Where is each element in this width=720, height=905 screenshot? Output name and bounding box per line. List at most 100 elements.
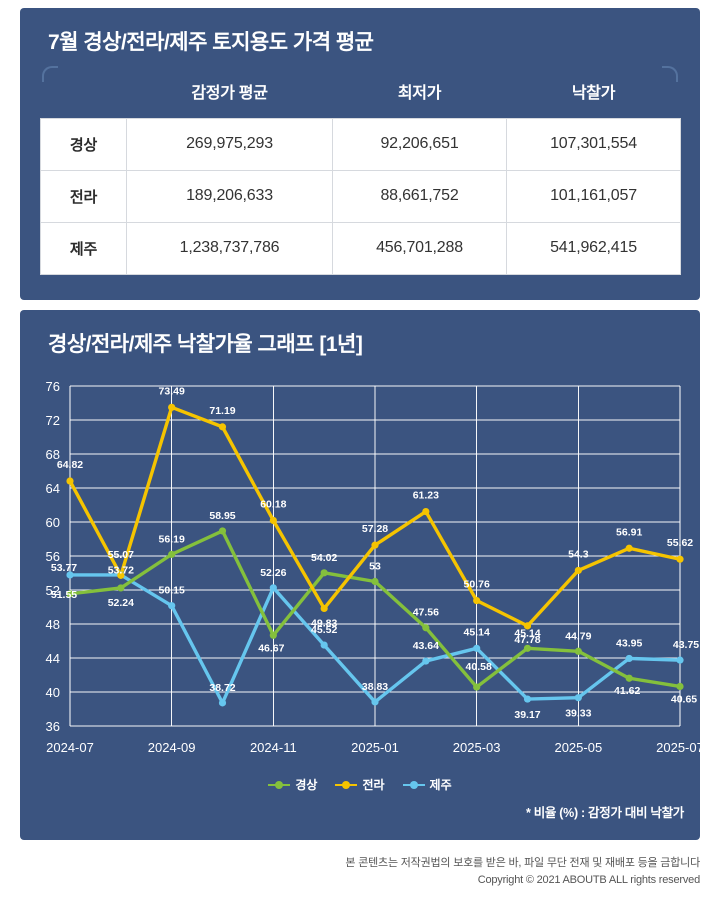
data-point [523, 644, 532, 652]
data-point-label: 45.52 [311, 624, 337, 636]
legend-marker-icon [268, 780, 291, 790]
chart-note: * 비율 (%) : 감정가 대비 낙찰가 [525, 806, 684, 820]
data-point [218, 527, 227, 535]
table-row: 제주 1,238,737,786 456,701,288 541,962,415 [40, 221, 681, 275]
data-point [625, 544, 633, 552]
data-point-label: 71.19 [209, 405, 235, 417]
data-point [117, 584, 125, 592]
data-point [269, 631, 277, 639]
legend-label: 제주 [429, 778, 452, 792]
data-point-label: 39.33 [565, 708, 591, 720]
data-point [269, 516, 277, 525]
x-axis-tick-label: 2025-07 [656, 740, 700, 755]
page-title: 7월 경상/전라/제주 토지용도 가격 평균 [48, 31, 374, 54]
data-point-label: 43.95 [616, 637, 642, 649]
cell-appraisal: 269,975,293 [126, 117, 333, 171]
data-point-label: 49.83 [311, 617, 337, 629]
data-point-label: 53 [369, 561, 381, 573]
bid-rate-chart-panel: 경상/전라/제주 낙찰가율 그래프 [1년] 36 40 44 48 52 56 60 64 6… [20, 310, 700, 840]
data-point-label: 53.77 [51, 562, 77, 574]
footer-line-2: Copyright © 2021 ABOUTB ALL rights reser… [477, 873, 700, 886]
data-point [66, 477, 74, 485]
data-point [269, 584, 277, 592]
data-point-label: 55.07 [108, 549, 134, 561]
data-point [473, 644, 481, 652]
chart-canvas: 36 40 44 48 52 56 60 64 68 72 76 2024-07 2024-09 2024… [46, 379, 700, 755]
data-point-label: 61.23 [413, 490, 439, 502]
y-axis-tick-label: 64 [46, 481, 60, 496]
x-axis-tick-label: 2025-01 [351, 740, 399, 755]
legend-marker-icon [402, 780, 425, 790]
data-point-label: 53.72 [108, 564, 134, 576]
x-axis-tick-label: 2025-03 [453, 740, 501, 755]
data-point [473, 596, 481, 605]
data-point [676, 682, 684, 691]
data-point [117, 571, 125, 579]
price-average-panel: 7월 경상/전라/제주 토지용도 가격 평균 감정가 평균 최저가 낙찰가 경상 [20, 8, 700, 300]
data-point-label: 57.28 [362, 523, 388, 535]
cell-appraisal: 189,206,633 [126, 169, 333, 223]
data-point-label: 58.95 [209, 510, 235, 522]
cell-minimum: 88,661,752 [332, 169, 507, 223]
y-axis-tick-label: 52 [46, 583, 60, 598]
x-axis-tick-label: 2025-05 [554, 740, 602, 755]
data-point-label: 43.75 [673, 639, 699, 651]
cell-region: 전라 [40, 169, 127, 223]
column-header-appraisal: 감정가 평균 [191, 84, 268, 102]
data-point-label: 45.14 [514, 627, 540, 639]
y-axis-tick-label: 72 [46, 413, 60, 428]
data-point-label: 46.67 [258, 642, 284, 654]
y-axis-tick-label: 76 [46, 379, 60, 394]
y-axis-tick-label: 44 [46, 651, 60, 666]
data-point [371, 577, 379, 586]
x-axis-tick-label: 2024-09 [148, 740, 196, 755]
data-point [625, 654, 633, 663]
cell-winning: 541,962,415 [506, 221, 681, 275]
cell-winning: 107,301,554 [506, 117, 681, 171]
footer-line-1: 본 콘텐츠는 저작권법의 보호를 받은 바, 파일 무단 전재 및 재배포 등을… [345, 857, 700, 869]
chart-legend: 경상 전라 제주 [20, 776, 700, 793]
data-point-label: 50.76 [464, 579, 490, 591]
data-point [218, 423, 227, 431]
data-point [523, 695, 532, 703]
price-table-wrapper: 감정가 평균 최저가 낙찰가 경상 269,975,293 92,206,651… [20, 64, 700, 275]
data-point-label: 73.49 [159, 385, 185, 397]
data-point-label: 44.79 [565, 630, 591, 642]
cell-minimum: 92,206,651 [332, 117, 507, 171]
cell-winning: 101,161,057 [506, 169, 681, 223]
data-point-label: 40.58 [466, 661, 492, 673]
data-point [371, 698, 379, 706]
data-point-label: 40.65 [671, 693, 697, 705]
column-header-region [41, 64, 127, 118]
data-point-label: 50.15 [159, 585, 185, 597]
data-point [422, 507, 430, 516]
data-point-label: 64.82 [57, 459, 83, 471]
data-point-label: 54.3 [568, 548, 589, 560]
data-point [676, 555, 684, 563]
data-point [574, 566, 582, 575]
data-point-label: 47.78 [514, 634, 540, 646]
table-header-row: 감정가 평균 최저가 낙찰가 [41, 64, 681, 118]
data-point-label: 39.17 [514, 709, 540, 721]
y-axis-tick-label: 56 [46, 549, 60, 564]
data-point-label: 52.26 [260, 567, 286, 579]
data-point [66, 590, 74, 598]
data-point-label: 47.56 [413, 607, 439, 619]
y-axis-tick-label: 68 [46, 447, 60, 462]
column-header-minimum: 최저가 [397, 84, 442, 102]
legend-item-gyeongsang[interactable]: 경상 [268, 776, 317, 793]
data-point [320, 569, 328, 577]
y-axis-tick-label: 36 [46, 719, 60, 734]
legend-item-jeolla[interactable]: 전라 [335, 776, 385, 793]
table-row: 전라 189,206,633 88,661,752 101,161,057 [40, 169, 681, 223]
data-point [371, 541, 379, 549]
data-point-label: 60.18 [260, 498, 286, 510]
cell-minimum: 456,701,288 [332, 221, 507, 275]
legend-item-jeju[interactable]: 제주 [402, 776, 452, 793]
data-point-label: 51.55 [51, 589, 77, 601]
data-point-label: 38.83 [362, 681, 388, 693]
data-point-label: 43.64 [413, 640, 439, 652]
data-point-label: 54.02 [311, 552, 337, 564]
data-point [168, 602, 176, 610]
data-point [574, 694, 582, 702]
